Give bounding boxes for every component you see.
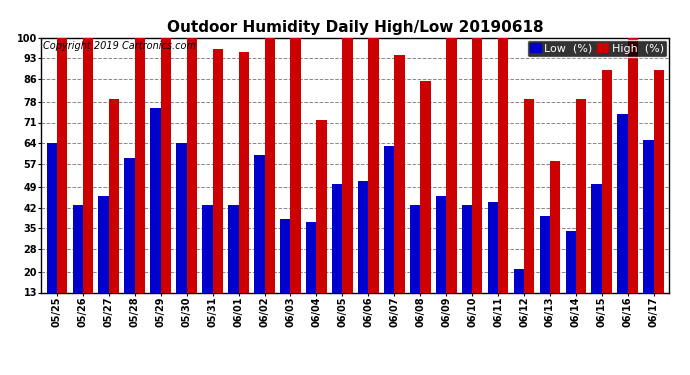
Bar [47, 143, 57, 292]
Text: Copyright 2019 Cartronics.com: Copyright 2019 Cartronics.com [43, 41, 196, 51]
Bar [472, 38, 482, 292]
Bar [420, 81, 431, 292]
Bar [177, 143, 187, 292]
Bar [643, 140, 653, 292]
Bar [513, 269, 524, 292]
Bar [228, 205, 239, 292]
Bar [150, 108, 161, 292]
Bar [410, 205, 420, 292]
Bar [57, 38, 68, 292]
Bar [264, 38, 275, 292]
Bar [524, 99, 534, 292]
Bar [213, 49, 223, 292]
Bar [124, 158, 135, 292]
Bar [618, 114, 628, 292]
Bar [653, 70, 664, 292]
Bar [384, 146, 394, 292]
Bar [317, 120, 327, 292]
Bar [446, 38, 457, 292]
Bar [332, 184, 342, 292]
Legend: Low  (%), High  (%): Low (%), High (%) [526, 40, 667, 57]
Bar [83, 38, 93, 292]
Bar [254, 155, 264, 292]
Bar [394, 55, 404, 292]
Bar [488, 202, 498, 292]
Bar [368, 38, 379, 292]
Bar [161, 38, 171, 292]
Bar [342, 38, 353, 292]
Bar [358, 181, 368, 292]
Bar [99, 196, 109, 292]
Bar [187, 38, 197, 292]
Bar [628, 38, 638, 292]
Bar [498, 38, 509, 292]
Bar [436, 196, 446, 292]
Bar [462, 205, 472, 292]
Bar [566, 231, 576, 292]
Bar [202, 205, 213, 292]
Bar [290, 38, 301, 292]
Bar [602, 70, 612, 292]
Bar [135, 38, 145, 292]
Bar [239, 52, 249, 292]
Bar [72, 205, 83, 292]
Title: Outdoor Humidity Daily High/Low 20190618: Outdoor Humidity Daily High/Low 20190618 [167, 20, 544, 35]
Bar [280, 219, 290, 292]
Bar [109, 99, 119, 292]
Bar [306, 222, 317, 292]
Bar [540, 216, 550, 292]
Bar [591, 184, 602, 292]
Bar [576, 99, 586, 292]
Bar [550, 160, 560, 292]
